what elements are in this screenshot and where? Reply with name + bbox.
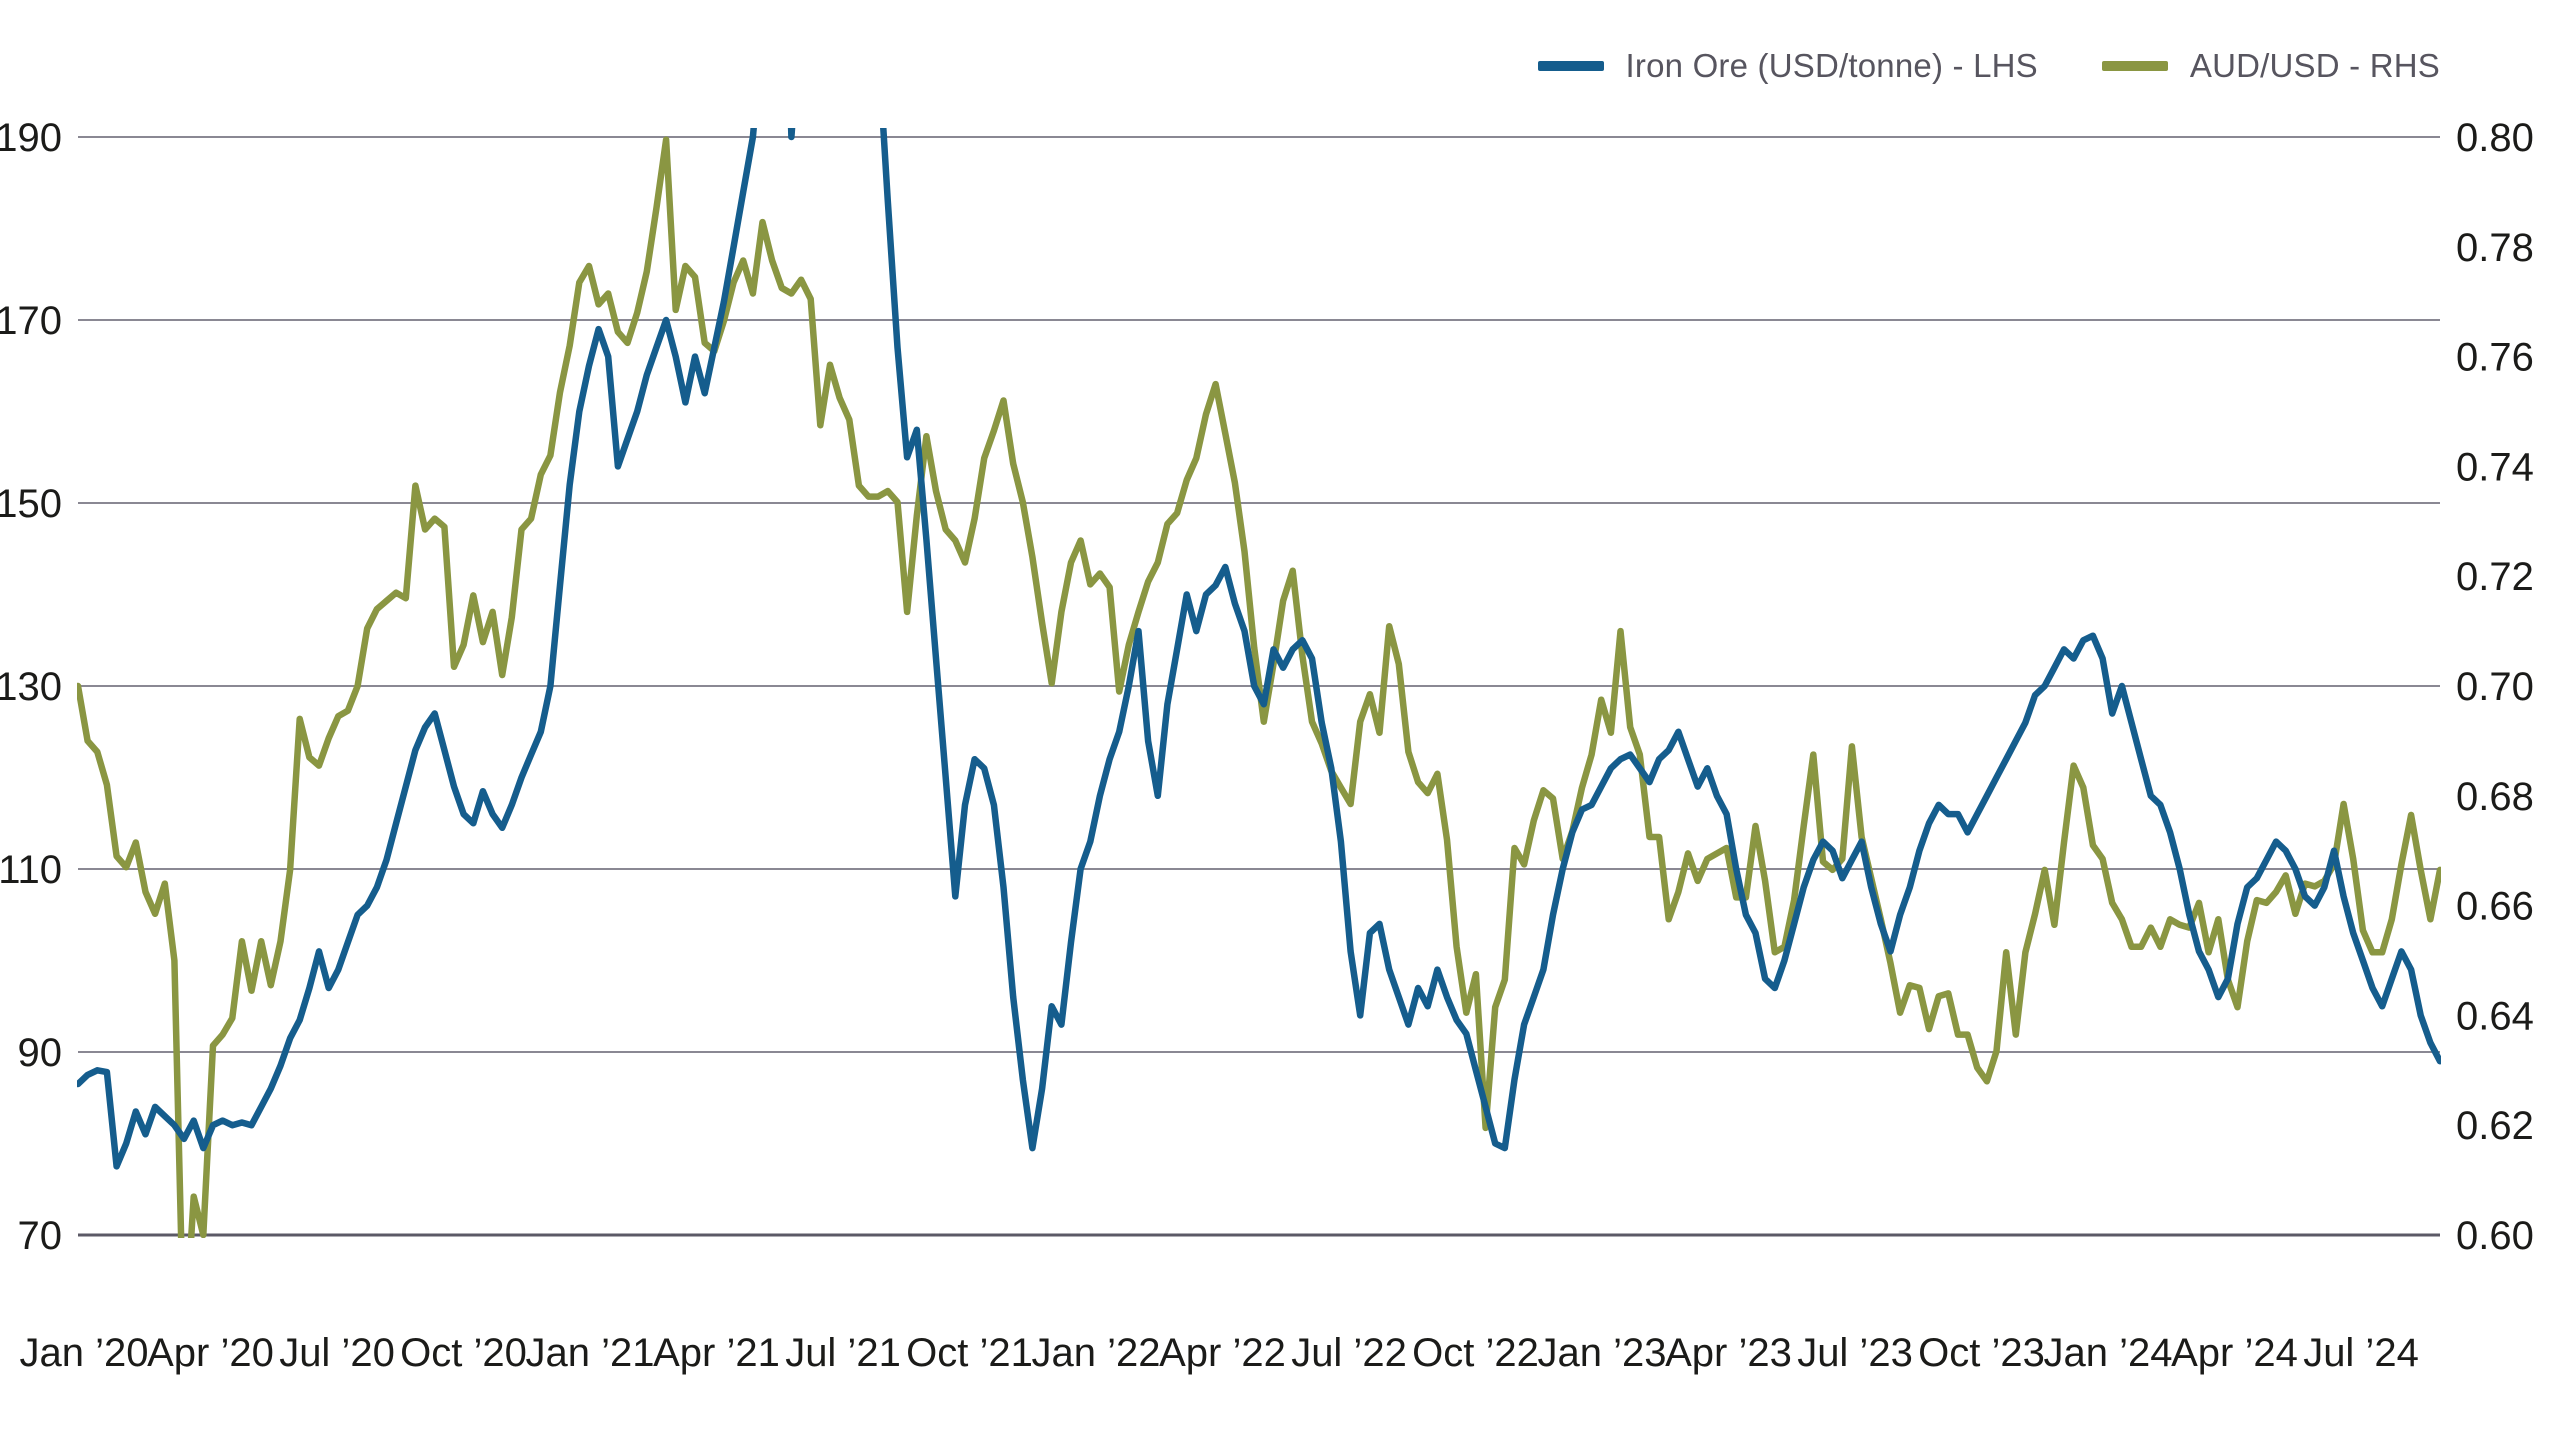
y-axis-right-tick-label: 0.62 — [2456, 1104, 2534, 1148]
x-axis-tick-label: Oct ’20 — [400, 1331, 527, 1375]
chart-legend: Iron Ore (USD/tonne) - LHS AUD/USD - RHS — [1537, 44, 2440, 88]
y-axis-right-tick-label: 0.64 — [2456, 994, 2534, 1038]
y-axis-left-tick-label: 70 — [18, 1214, 63, 1258]
x-axis-tick-label: Apr ’22 — [1159, 1331, 1286, 1375]
x-axis-tick-label: Apr ’20 — [147, 1331, 274, 1375]
legend-label-aud-usd: AUD/USD - RHS — [2189, 47, 2440, 84]
y-axis-right-tick-label: 0.74 — [2456, 445, 2534, 489]
x-axis-tick-label: Jul ’20 — [279, 1331, 395, 1375]
x-axis-tick-label: Oct ’22 — [1412, 1331, 1539, 1375]
y-axis-left-tick-label: 190 — [0, 116, 62, 160]
x-axis-tick-label: Apr ’24 — [2171, 1331, 2298, 1375]
x-axis-tick-label: Jan ’21 — [526, 1331, 655, 1375]
legend-label-iron-ore: Iron Ore (USD/tonne) - LHS — [1625, 47, 2038, 84]
y-axis-left-tick-label: 90 — [18, 1031, 63, 1075]
x-axis-tick-label: Apr ’23 — [1665, 1331, 1792, 1375]
y-axis-left-tick-label: 150 — [0, 482, 62, 526]
x-axis-tick-label: Jul ’22 — [1291, 1331, 1407, 1375]
y-axis-right-tick-label: 0.72 — [2456, 555, 2534, 599]
aud-usd-line-swatch-icon — [2101, 61, 2168, 71]
series-aud-usd-line — [77, 136, 2441, 1238]
series-iron-ore-line — [77, 128, 2441, 1170]
x-axis-tick-label: Apr ’21 — [653, 1331, 780, 1375]
y-axis-right-tick-label: 0.76 — [2456, 336, 2534, 380]
x-axis-tick-label: Jul ’24 — [2303, 1331, 2419, 1375]
legend-item-iron-ore: Iron Ore (USD/tonne) - LHS — [1537, 47, 2038, 85]
y-axis-right-tick-label: 0.80 — [2456, 116, 2534, 160]
x-axis-tick-label: Jan ’22 — [1032, 1331, 1161, 1375]
x-axis-tick-label: Jan ’24 — [2044, 1331, 2173, 1375]
y-axis-right-tick-label: 0.60 — [2456, 1214, 2534, 1258]
x-axis-tick-label: Jul ’21 — [785, 1331, 901, 1375]
y-axis-left-tick-label: 130 — [0, 665, 62, 709]
iron-ore-line-swatch-icon — [1537, 61, 1604, 71]
y-axis-right-tick-label: 0.66 — [2456, 885, 2534, 929]
y-axis-right-tick-label: 0.78 — [2456, 226, 2534, 270]
y-axis-left-tick-label: 110 — [0, 848, 62, 892]
x-axis-tick-label: Oct ’23 — [1918, 1331, 2045, 1375]
y-axis-right-tick-label: 0.68 — [2456, 775, 2534, 819]
x-axis-tick-label: Oct ’21 — [906, 1331, 1033, 1375]
x-axis-tick-label: Jan ’23 — [1538, 1331, 1667, 1375]
legend-item-aud-usd: AUD/USD - RHS — [2101, 47, 2440, 85]
y-axis-right-tick-label: 0.70 — [2456, 665, 2534, 709]
y-axis-left-tick-label: 170 — [0, 299, 62, 343]
x-axis-tick-label: Jan ’20 — [20, 1331, 149, 1375]
x-axis-tick-label: Jul ’23 — [1797, 1331, 1913, 1375]
